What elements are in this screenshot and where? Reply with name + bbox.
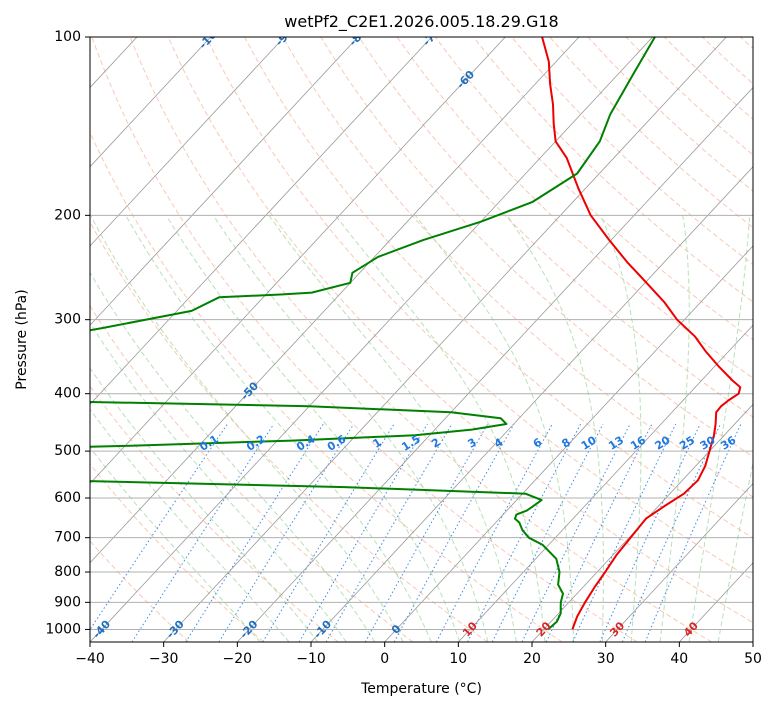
x-tick-label: 10 (449, 651, 467, 667)
x-tick-label: −20 (223, 651, 253, 667)
x-tick-label: 0 (380, 651, 389, 667)
y-tick-label: 1000 (45, 621, 81, 637)
y-tick-label: 800 (54, 564, 81, 580)
x-tick-label: −30 (149, 651, 179, 667)
y-tick-label: 400 (54, 386, 81, 402)
chart-title: wetPf2_C2E1.2026.005.18.29.G18 (284, 12, 558, 32)
x-tick-label: −10 (296, 651, 326, 667)
x-tick-label: 40 (670, 651, 688, 667)
y-tick-label: 900 (54, 594, 81, 610)
x-tick-label: 30 (597, 651, 615, 667)
y-tick-label: 600 (54, 490, 81, 506)
x-tick-label: −40 (75, 651, 105, 667)
y-tick-label: 300 (54, 312, 81, 328)
x-tick-label: 50 (744, 651, 762, 667)
x-axis-label: Temperature (°C) (360, 681, 482, 697)
y-tick-label: 200 (54, 207, 81, 223)
y-axis-label: Pressure (hPa) (14, 289, 30, 389)
x-tick-label: 20 (523, 651, 541, 667)
y-tick-label: 100 (54, 29, 81, 45)
y-tick-label: 500 (54, 443, 81, 459)
y-tick-label: 700 (54, 530, 81, 546)
